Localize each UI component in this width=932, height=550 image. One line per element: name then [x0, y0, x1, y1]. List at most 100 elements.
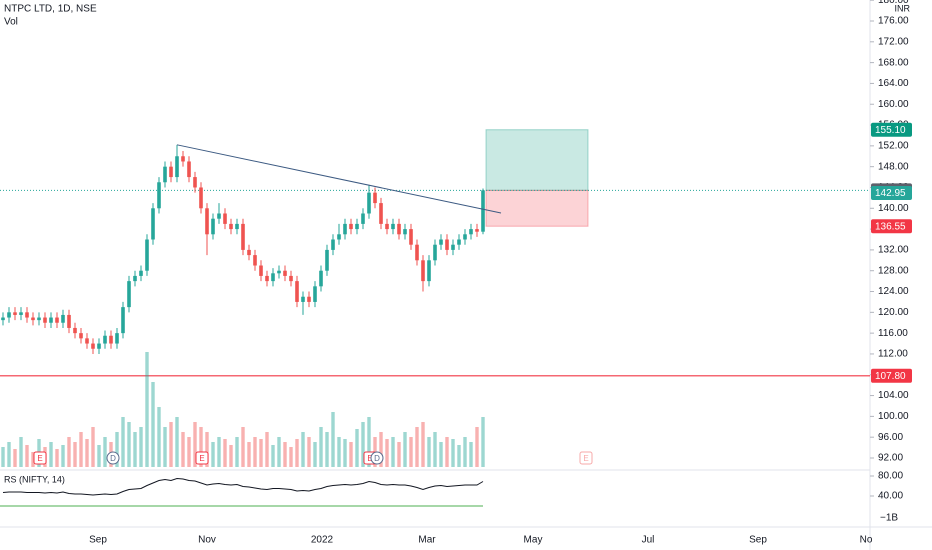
candle-body: [259, 265, 263, 276]
chart-title: NTPC LTD, 1D, NSE: [4, 4, 97, 15]
candle-body: [421, 260, 425, 282]
volume-bar: [157, 407, 161, 467]
volume-bar: [397, 442, 401, 467]
candle-body: [85, 338, 89, 344]
candle-body: [241, 223, 245, 250]
volume-bar: [175, 417, 179, 467]
volume-bar: [229, 445, 233, 467]
volume-bar: [133, 432, 137, 467]
volume-bar: [289, 447, 293, 467]
volume-tick: −1B: [880, 513, 898, 524]
y-tick-label: 92.00: [878, 453, 903, 464]
volume-bar: [295, 439, 299, 467]
volume-bar: [469, 442, 473, 467]
volume-bar: [19, 437, 23, 467]
volume-bar: [163, 427, 167, 467]
candle-body: [115, 333, 119, 344]
volume-bar: [325, 432, 329, 467]
volume-bar: [67, 437, 71, 467]
candle-body: [55, 317, 59, 323]
candle-body: [13, 312, 17, 315]
candle-body: [229, 223, 233, 230]
volume-bar: [391, 437, 395, 467]
candle-body: [19, 312, 23, 315]
candle-body: [103, 335, 107, 344]
candle-body: [463, 234, 467, 240]
volume-bar: [301, 432, 305, 467]
price-tag: [871, 185, 912, 200]
candle-body: [133, 275, 137, 282]
volume-bar: [151, 382, 155, 467]
candle-body: [205, 208, 209, 235]
candle-body: [145, 239, 149, 271]
candle-body: [427, 260, 431, 282]
volume-bar: [439, 442, 443, 467]
volume-bar: [427, 437, 431, 467]
volume-bar: [475, 427, 479, 467]
volume-label: Vol: [4, 17, 18, 28]
volume-bar: [85, 439, 89, 467]
candle-body: [481, 190, 485, 232]
volume-bar: [169, 422, 173, 467]
candle-body: [163, 166, 167, 183]
volume-bar: [49, 442, 53, 467]
candle-body: [73, 327, 77, 334]
volume-bar: [343, 439, 347, 467]
candle-body: [337, 234, 341, 240]
volume-bar: [379, 432, 383, 467]
volume-bar: [463, 437, 467, 467]
rs-tick-label: 80.00: [878, 471, 903, 482]
volume-bar: [355, 429, 359, 467]
y-tick-label: 164.00: [878, 78, 909, 89]
candle-body: [121, 307, 125, 334]
y-tick-label: 180.00: [878, 0, 909, 6]
volume-bar: [253, 437, 257, 467]
volume-bar: [259, 439, 263, 467]
candle-body: [211, 218, 215, 235]
volume-bar: [277, 437, 281, 467]
volume-bar: [103, 437, 107, 467]
candle-body: [199, 187, 203, 209]
volume-bar: [319, 427, 323, 467]
position-stop: [485, 189, 589, 227]
volume-bar: [181, 432, 185, 467]
candle-body: [301, 296, 305, 302]
volume-bar: [457, 445, 461, 467]
volume-bar: [205, 432, 209, 467]
y-tick-label: 160.00: [878, 99, 909, 110]
volume-bar: [139, 427, 143, 467]
rs-tick-label: 40.00: [878, 491, 903, 502]
candle-body: [193, 177, 197, 188]
y-tick-label: 124.00: [878, 286, 909, 297]
y-tick-label: 100.00: [878, 411, 909, 422]
event-label: E: [583, 454, 588, 463]
y-tick-label: 148.00: [878, 161, 909, 172]
volume-bar: [361, 422, 365, 467]
event-label: D: [374, 454, 380, 463]
candle-body: [247, 249, 251, 256]
y-tick-label: 104.00: [878, 390, 909, 401]
volume-bar: [211, 442, 215, 467]
volume-bar: [241, 427, 245, 467]
event-label: E: [367, 454, 372, 463]
volume-bar: [271, 445, 275, 467]
volume-bar: [445, 437, 449, 467]
price-tag-label: 155.10: [875, 125, 906, 136]
price-tag: [871, 368, 912, 383]
candle-body: [139, 270, 143, 276]
candle-body: [391, 223, 395, 230]
position-target: [485, 129, 589, 191]
candle-body: [415, 244, 419, 261]
candle-body: [367, 192, 371, 214]
y-tick-label: 112.00: [878, 349, 908, 360]
y-tick-label: 140.00: [878, 203, 909, 214]
volume-bar: [403, 432, 407, 467]
event-label: D: [110, 454, 116, 463]
x-tick-label: Mar: [418, 535, 436, 546]
rs-line: [2, 477, 484, 496]
volume-bar: [349, 442, 353, 467]
y-tick-label: 168.00: [878, 57, 909, 68]
candle-body: [61, 314, 65, 323]
y-tick-label: 116.00: [878, 328, 908, 339]
